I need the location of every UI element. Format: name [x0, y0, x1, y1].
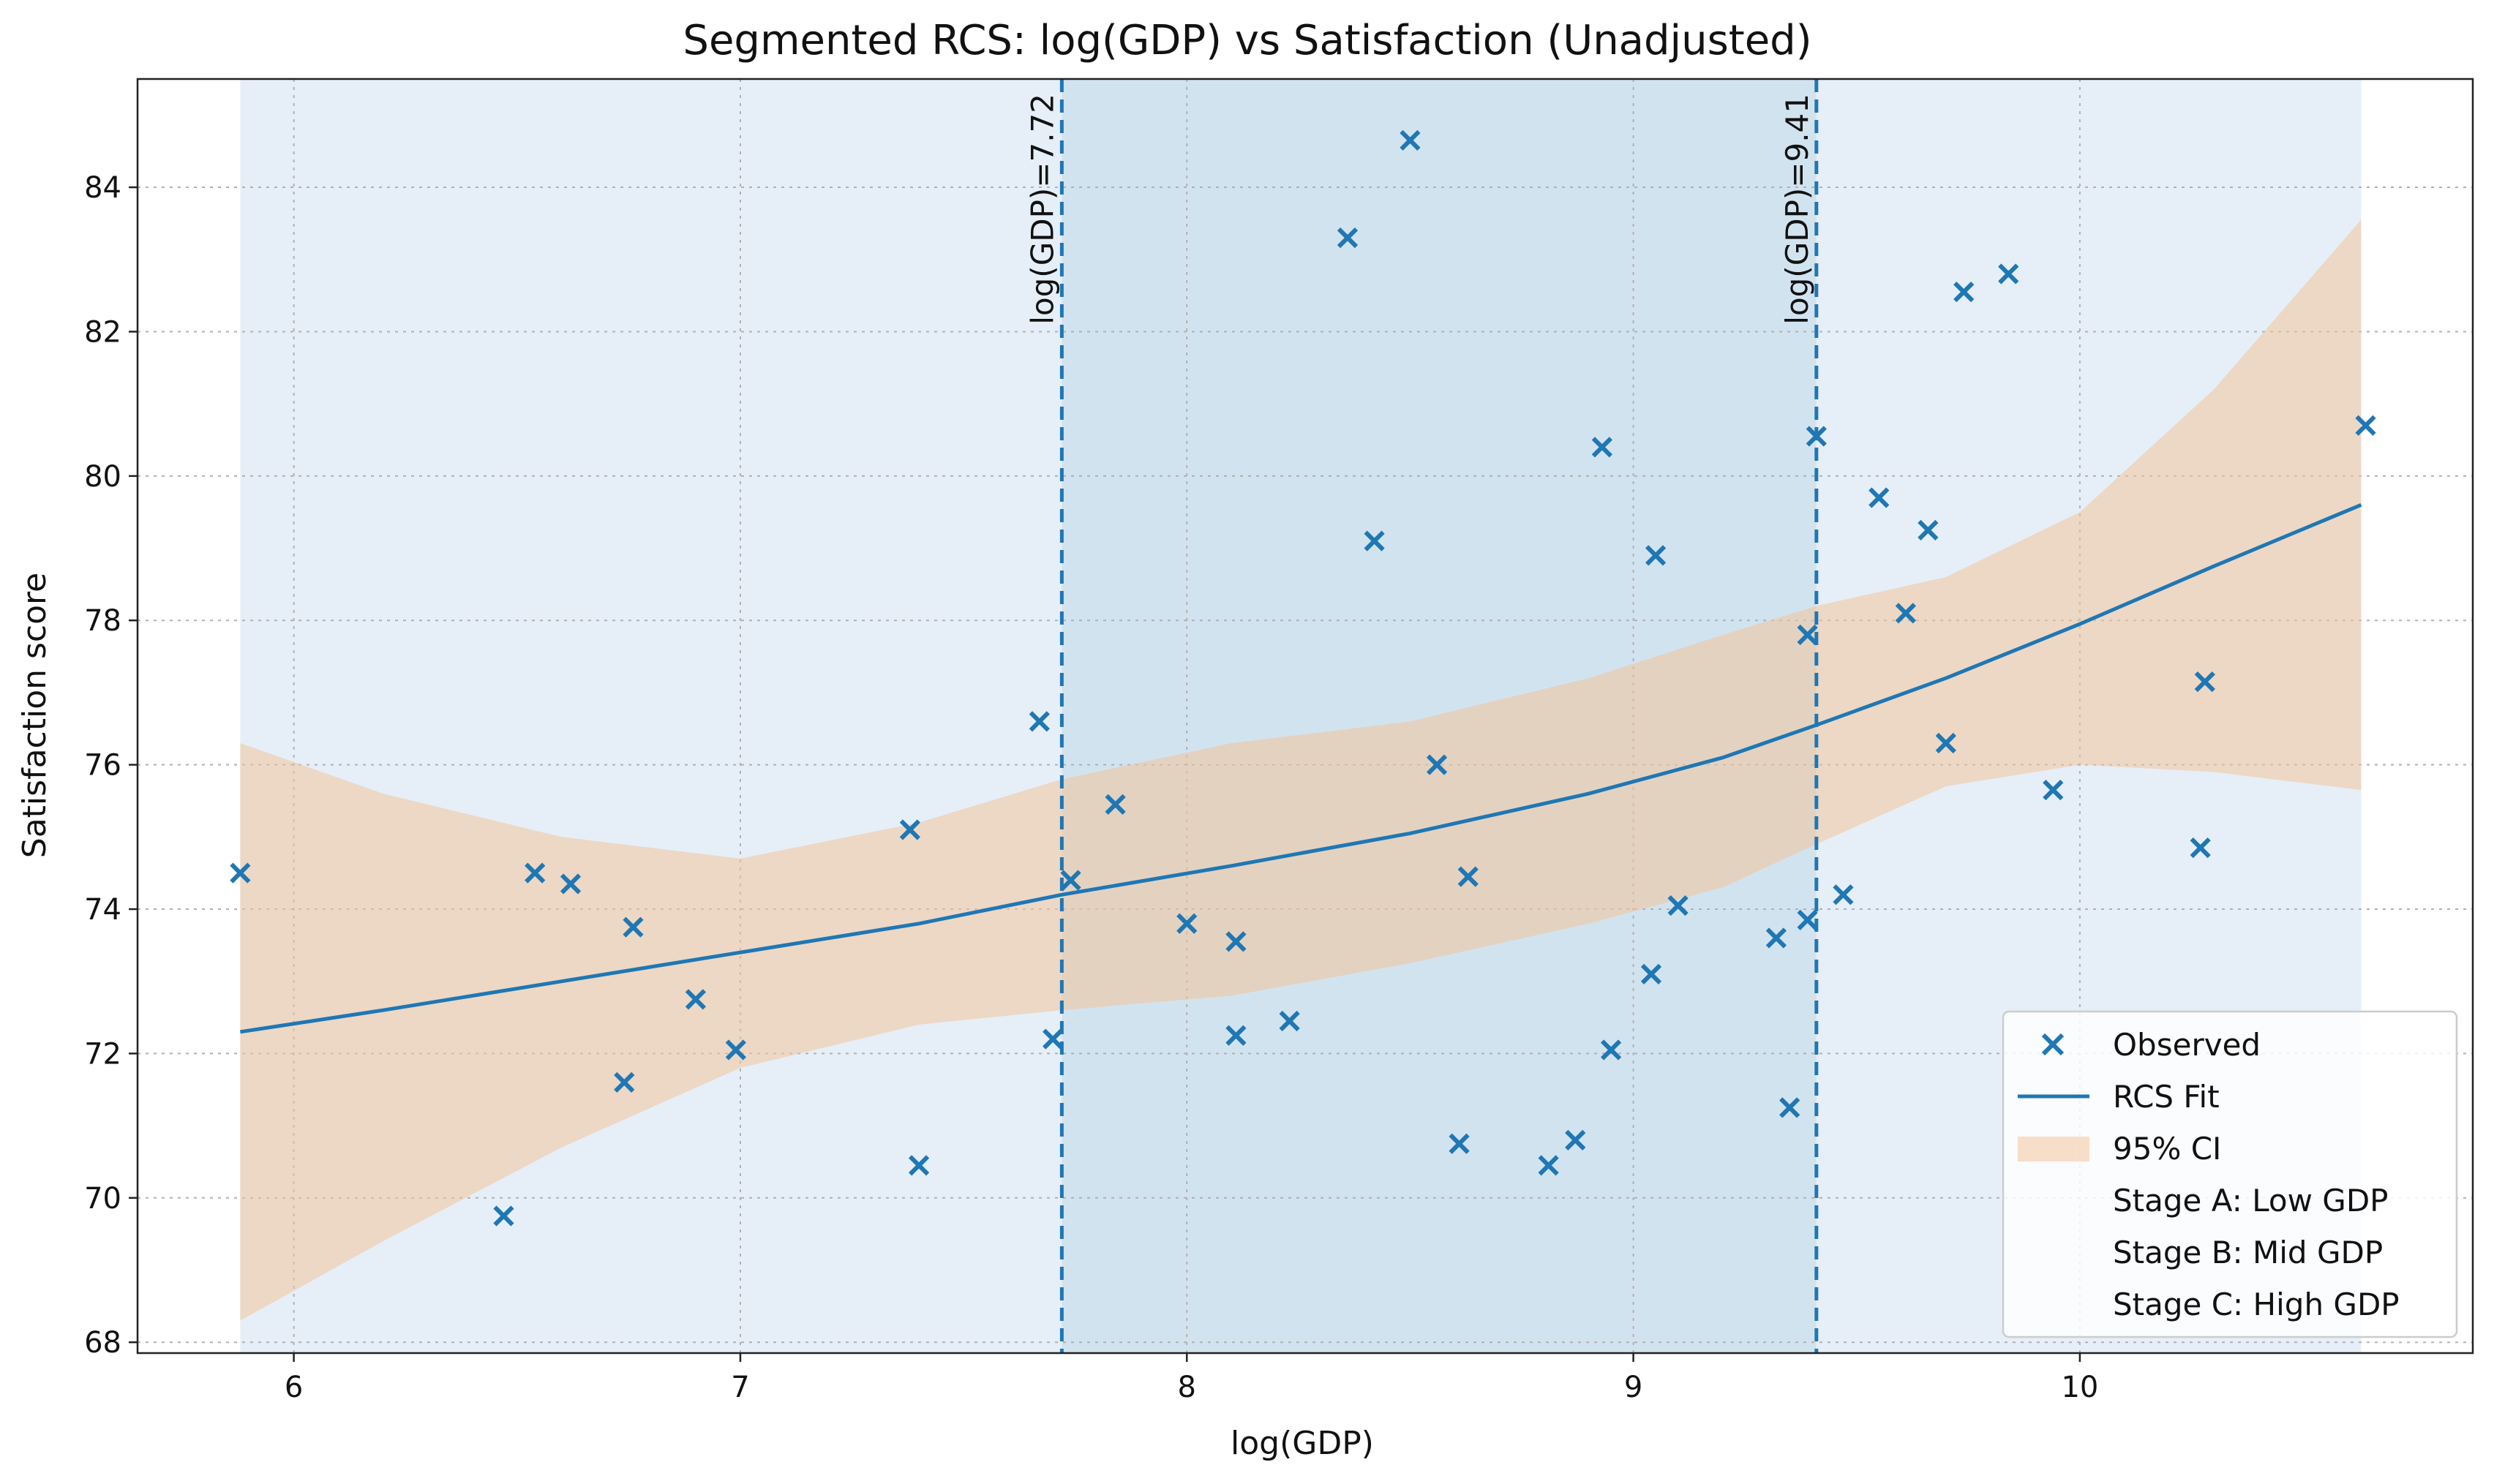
observed-point: [1565, 1129, 1586, 1150]
observed-point: [1765, 927, 1787, 949]
observed-point: [1779, 1097, 1800, 1118]
y-tick-label: 76: [84, 749, 121, 783]
observed-points: [230, 129, 2376, 1227]
legend-label: Stage C: High GDP: [2113, 1287, 2400, 1322]
observed-point: [1060, 870, 1081, 891]
observed-point: [1364, 530, 1385, 551]
observed-point: [1895, 603, 1917, 624]
legend: Observed RCS Fit 95% CI Stage A: Low GDP Sta…: [2002, 1010, 2458, 1338]
legend-marker-stage: [2018, 1189, 2089, 1213]
cutpoint-lines: log(GDP)=7.72 log(GDP)=9.41: [1024, 79, 1819, 1353]
observed-point: [1600, 1039, 1622, 1061]
y-tick-label: 68: [84, 1326, 121, 1360]
legend-label: Observed: [2113, 1027, 2261, 1063]
observed-point: [1043, 1028, 1064, 1050]
x-axis-ticks: 6 7 8 9 10: [285, 1353, 2098, 1404]
observed-point: [1279, 1010, 1300, 1032]
observed-point: [908, 1155, 930, 1176]
cutpoint-label-1: log(GDP)=7.72: [1024, 94, 1060, 325]
observed-point: [1225, 1025, 1247, 1046]
observed-point: [1998, 263, 2019, 285]
observed-point: [1918, 519, 1939, 541]
observed-point: [1667, 894, 1689, 916]
observed-point: [1833, 884, 1854, 905]
observed-point: [725, 1039, 746, 1061]
y-axis-ticks: 68 70 72 74 76 78 80 82 84: [84, 171, 138, 1360]
observed-point: [1806, 426, 1827, 447]
observed-point: [1449, 1133, 1470, 1154]
fit-line: [240, 502, 2362, 1034]
y-tick-label: 80: [84, 460, 121, 494]
observed-point: [1797, 909, 1818, 930]
observed-point: [1105, 794, 1126, 816]
observed-point: [623, 916, 644, 938]
x-tick-label: 7: [731, 1371, 749, 1404]
observed-point: [1538, 1155, 1559, 1176]
observed-point: [2355, 415, 2376, 436]
plot-frame: [136, 78, 2474, 1355]
y-tick-label: 82: [84, 315, 121, 349]
legend-label: 95% CI: [2113, 1131, 2221, 1167]
observed-point: [899, 819, 920, 840]
y-tick-label: 72: [84, 1037, 121, 1071]
observed-point: [1868, 487, 1890, 508]
observed-point: [1457, 866, 1479, 887]
cutpoint-label-2: log(GDP)=9.41: [1779, 94, 1815, 325]
legend-marker-stage: [2018, 1292, 2089, 1317]
observed-point: [614, 1071, 635, 1093]
y-tick-label: 74: [84, 893, 121, 927]
chart-title: Segmented RCS: log(GDP) vs Satisfaction …: [683, 17, 1811, 64]
observed-point: [560, 873, 582, 894]
x-tick-label: 6: [285, 1371, 303, 1404]
observed-point: [1176, 913, 1198, 934]
x-tick-label: 9: [1624, 1371, 1642, 1404]
y-tick-label: 84: [84, 171, 121, 205]
observed-point: [1640, 963, 1662, 984]
observed-point: [493, 1205, 514, 1227]
observed-point: [1029, 711, 1050, 732]
y-axis-label: Satisfaction score: [16, 573, 53, 858]
x-axis-label: log(GDP): [1231, 1425, 1374, 1462]
observed-point: [525, 862, 546, 884]
observed-point: [2194, 671, 2215, 693]
observed-point: [2043, 780, 2064, 801]
ci-band-area: [240, 219, 2362, 1321]
observed-point: [1400, 129, 1421, 151]
y-tick-label: 70: [84, 1182, 121, 1216]
observed-point: [1225, 931, 1247, 952]
legend-label: Stage A: Low GDP: [2113, 1183, 2388, 1219]
observed-point: [685, 989, 707, 1010]
legend-marker-observed: [2041, 1033, 2065, 1056]
legend-marker-stage: [2018, 1240, 2089, 1265]
legend-box: [2002, 1010, 2458, 1338]
observed-point: [230, 862, 251, 884]
x-tick-label: 8: [1178, 1371, 1196, 1404]
observed-point: [1797, 624, 1818, 646]
observed-point: [2190, 837, 2211, 859]
x-tick-label: 10: [2061, 1371, 2098, 1404]
legend-marker-ci: [2018, 1137, 2089, 1161]
y-tick-label: 78: [84, 604, 121, 638]
legend-label: Stage B: Mid GDP: [2113, 1235, 2383, 1270]
legend-label: RCS Fit: [2113, 1079, 2220, 1115]
observed-point: [1337, 227, 1359, 249]
rcs-fit-line: [240, 502, 2362, 1034]
observed-point: [1645, 545, 1667, 566]
observed-point: [1591, 437, 1612, 458]
observed-point: [1935, 732, 1956, 754]
observed-point: [1953, 282, 1975, 303]
ci-band: [240, 219, 2362, 1321]
observed-point: [1426, 754, 1448, 775]
